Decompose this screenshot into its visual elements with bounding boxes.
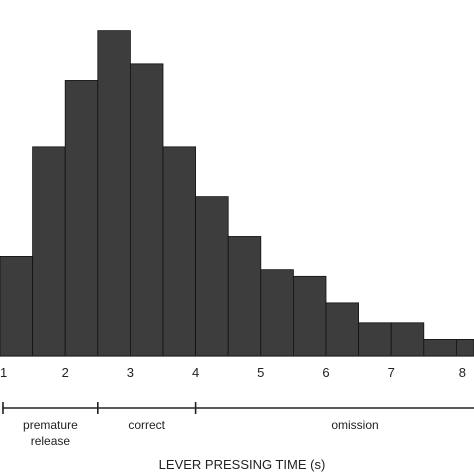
histogram-bar [455, 338, 474, 357]
x-tick-label: 6 [322, 365, 329, 380]
response-periods: premature release correct omission [2, 402, 474, 448]
x-tick-label: 7 [388, 365, 395, 380]
histogram-bar [292, 275, 327, 357]
x-tick-label: 2 [62, 365, 69, 380]
histogram-bar [260, 269, 294, 357]
x-tick-label: 5 [257, 365, 264, 380]
histogram-bar [358, 322, 392, 357]
histogram-bar [129, 63, 164, 357]
histogram-bar [97, 30, 131, 357]
period-label-line2: release [31, 434, 71, 448]
histogram-bar [195, 196, 229, 357]
period-label: correct [128, 418, 165, 432]
histogram-bar [423, 338, 457, 357]
bars-group [0, 30, 474, 357]
x-tick-label: 8 [459, 365, 466, 380]
period-label: omission [331, 418, 378, 432]
x-tick-label: 4 [192, 365, 199, 380]
histogram-bar [32, 146, 66, 357]
histogram-bar [0, 255, 33, 357]
histogram-bar [227, 236, 262, 357]
x-axis-label: LEVER PRESSING TIME (s) [159, 457, 326, 472]
histogram-bar [325, 302, 359, 357]
histogram-bar [390, 322, 425, 357]
period-label: premature [23, 418, 78, 432]
histogram-bar [64, 80, 99, 357]
histogram-bar [162, 146, 196, 357]
x-tick-label: 3 [127, 365, 134, 380]
x-tick-label: 1 [0, 365, 7, 380]
x-tick-labels: 1 2 3 4 5 6 7 8 [0, 365, 466, 380]
